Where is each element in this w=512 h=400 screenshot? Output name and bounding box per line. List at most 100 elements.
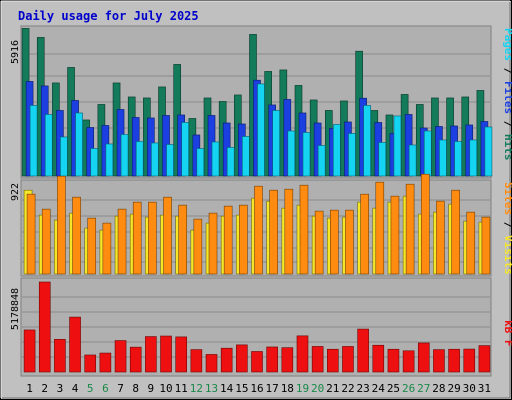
x-tick-label-day-3: 3 <box>57 382 64 395</box>
bar-visits-sites-day-2 <box>41 208 51 275</box>
x-tick-label-day-6: 6 <box>102 382 109 395</box>
bar-volume-kb-f-day-27 <box>417 342 430 373</box>
bar-requests-pages-day-15 <box>242 136 250 177</box>
bar-requests-pages-day-18 <box>287 130 296 177</box>
bar-volume-kb-f-day-5 <box>84 354 97 373</box>
x-tick-label-day-14: 14 <box>220 382 234 395</box>
legend-item-hits: Hits <box>502 134 512 161</box>
bar-visits-sites-day-12 <box>193 218 203 275</box>
bar-visits-sites-day-9 <box>148 201 157 275</box>
bar-requests-pages-day-10 <box>166 144 174 177</box>
bar-volume-kb-f-day-18 <box>281 347 294 373</box>
legend-requests: Pages / Files / Hits <box>502 28 512 161</box>
bar-visits-sites-day-22 <box>345 209 354 275</box>
bar-volume-kb-f-day-26 <box>402 350 415 373</box>
bar-volume-kb-f-day-14 <box>220 347 233 373</box>
x-tick-label-day-22: 22 <box>341 382 354 395</box>
bar-requests-pages-day-28 <box>439 139 447 177</box>
bar-requests-pages-day-22 <box>348 133 356 177</box>
bar-requests-pages-day-24 <box>378 142 387 177</box>
bar-visits-sites-day-13 <box>208 212 218 275</box>
bar-requests-pages-day-9 <box>151 142 159 177</box>
bar-requests-pages-day-1 <box>29 105 38 177</box>
bar-volume-kb-f-day-2 <box>38 281 51 373</box>
bar-volume-kb-f-day-3 <box>54 339 66 373</box>
bar-visits-sites-day-28 <box>436 200 445 275</box>
x-tick-label-day-30: 30 <box>463 382 476 395</box>
bar-requests-pages-day-7 <box>120 134 129 177</box>
bar-requests-pages-day-17 <box>272 110 280 177</box>
legend-item-kb-f: kB F <box>502 320 512 347</box>
bar-volume-kb-f-day-31 <box>478 345 491 373</box>
bar-visits-sites-day-14 <box>223 205 233 275</box>
bar-requests-pages-day-5 <box>90 148 99 177</box>
x-tick-label-day-17: 17 <box>266 382 279 395</box>
bar-requests-pages-day-8 <box>135 141 144 177</box>
x-tick-label-day-11: 11 <box>175 382 188 395</box>
bar-requests-pages-day-2 <box>44 114 53 177</box>
legend-separator: / <box>502 215 512 235</box>
bar-visits-sites-day-15 <box>239 204 248 275</box>
x-tick-label-day-5: 5 <box>87 382 94 395</box>
bar-visits-sites-day-20 <box>314 210 324 275</box>
bar-visits-sites-day-1 <box>26 193 36 275</box>
bar-visits-sites-day-16 <box>254 185 263 275</box>
bar-visits-sites-day-17 <box>269 189 278 275</box>
x-tick-label-day-28: 28 <box>432 382 445 395</box>
legend-separator: / <box>502 114 512 134</box>
bar-requests-pages-day-12 <box>196 148 205 177</box>
bar-volume-kb-f-day-29 <box>448 348 460 373</box>
bar-visits-sites-day-11 <box>178 204 187 275</box>
x-tick-label-day-10: 10 <box>159 382 172 395</box>
bar-visits-sites-day-7 <box>117 208 127 275</box>
bar-volume-kb-f-day-28 <box>433 349 445 373</box>
bar-volume-kb-f-day-4 <box>69 316 81 373</box>
bar-volume-kb-f-day-12 <box>190 349 203 373</box>
bar-requests-pages-day-21 <box>333 124 341 177</box>
x-tick-label-day-13: 13 <box>205 382 218 395</box>
x-tick-label-day-9: 9 <box>148 382 155 395</box>
bar-volume-kb-f-day-21 <box>327 348 339 373</box>
bar-requests-pages-day-4 <box>75 112 83 177</box>
bar-volume-kb-f-day-13 <box>205 354 218 373</box>
bar-requests-pages-day-19 <box>302 132 311 177</box>
bar-volume-kb-f-day-20 <box>311 346 324 373</box>
x-tick-label-day-12: 12 <box>190 382 203 395</box>
panel-volume: 5178848 kB F <box>10 277 512 377</box>
legend-item-sites: Sites <box>502 182 512 215</box>
bar-volume-kb-f-day-17 <box>266 346 278 373</box>
x-tick-label-day-29: 29 <box>447 382 460 395</box>
bar-volume-kb-f-day-7 <box>114 340 127 373</box>
bar-requests-pages-day-30 <box>469 139 478 177</box>
bar-visits-sites-day-6 <box>102 222 112 275</box>
panel-requests-ymax-label: 5916 <box>10 40 21 64</box>
bar-requests-pages-day-20 <box>317 145 326 177</box>
x-tick-label-day-21: 21 <box>326 382 339 395</box>
bar-requests-pages-day-25 <box>393 115 402 177</box>
bar-requests-pages-day-29 <box>454 141 462 177</box>
bar-visits-sites-day-30 <box>466 211 476 275</box>
panel-requests: 5916 Pages / Files / Hits <box>10 25 512 179</box>
x-tick-label-day-15: 15 <box>235 382 248 395</box>
bar-visits-sites-day-29 <box>451 189 460 275</box>
bar-requests-pages-day-26 <box>408 144 417 177</box>
bar-volume-kb-f-day-16 <box>251 351 263 373</box>
bar-volume-kb-f-day-19 <box>296 335 309 373</box>
x-axis-day-labels: 1 2 3 4 5 6 7 8 9 10 11 12 13 14 15 16 17 18 19 20 21 22 23 24 2… <box>26 382 491 395</box>
bar-visits-sites-day-19 <box>299 184 309 275</box>
legend-item-files: Files <box>502 81 512 114</box>
x-tick-label-day-23: 23 <box>357 382 370 395</box>
bar-visits-sites-day-23 <box>360 193 369 275</box>
x-tick-label-day-19: 19 <box>296 382 309 395</box>
bar-requests-pages-day-16 <box>257 83 265 177</box>
x-tick-label-day-24: 24 <box>372 382 386 395</box>
bar-volume-kb-f-day-8 <box>129 346 142 373</box>
bar-visits-sites-day-8 <box>132 201 142 275</box>
bar-visits-sites-day-3 <box>57 175 66 275</box>
bar-volume-kb-f-day-25 <box>387 348 400 373</box>
bar-visits-sites-day-31 <box>481 216 491 275</box>
bar-requests-pages-day-31 <box>484 126 493 177</box>
bar-volume-kb-f-day-6 <box>99 352 112 373</box>
bar-volume-kb-f-day-9 <box>145 336 157 373</box>
bar-requests-pages-day-11 <box>181 122 189 177</box>
